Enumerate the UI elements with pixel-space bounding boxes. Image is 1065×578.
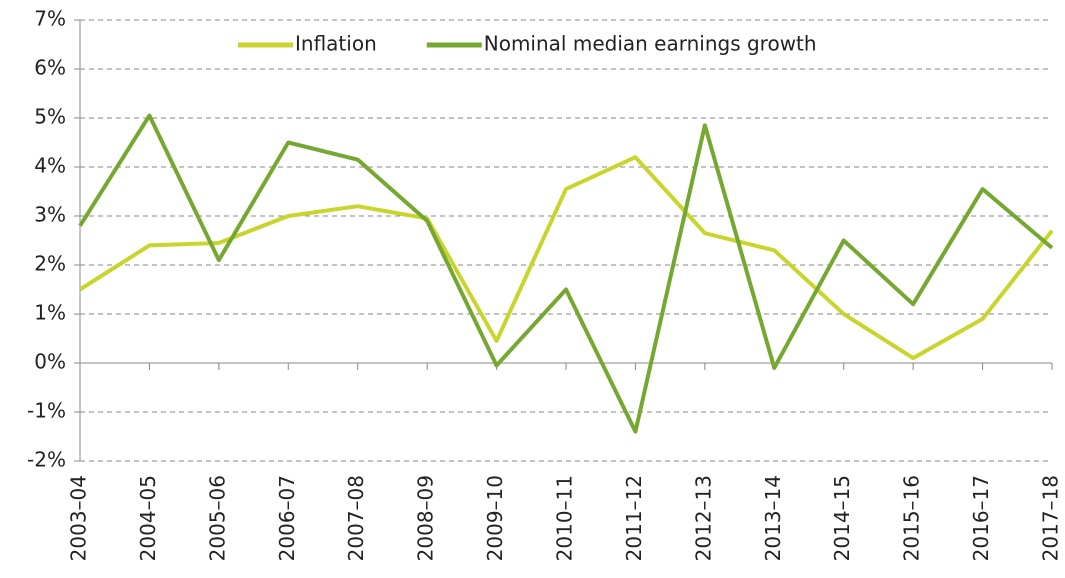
x-tick-label: 2003–04 — [67, 475, 91, 561]
y-tick-label: -2% — [27, 448, 66, 472]
series-line — [78, 113, 1054, 434]
x-tick-label: 2007–08 — [344, 475, 368, 561]
x-tick-label: 2016–17 — [969, 475, 993, 561]
y-tick-label: 0% — [34, 350, 66, 374]
x-tick-label: 2005–06 — [205, 475, 229, 561]
y-tick-label: 4% — [34, 154, 66, 178]
y-tick-label: 3% — [34, 203, 66, 227]
y-tick-label: 2% — [34, 252, 66, 276]
legend-label: Inflation — [295, 32, 377, 56]
x-tick-label: 2008–09 — [414, 475, 438, 561]
x-tick-label: 2006–07 — [275, 475, 299, 561]
x-tick-label: 2014–15 — [830, 475, 854, 561]
x-tick-label: 2011–12 — [622, 475, 646, 561]
y-tick-label: 1% — [34, 301, 66, 325]
y-tick-label: -1% — [27, 399, 66, 423]
x-tick-label: 2004–05 — [136, 475, 160, 561]
x-tick-label: 2012–13 — [691, 475, 715, 561]
x-tick-label: 2009–10 — [483, 475, 507, 561]
x-tick-label: 2013–14 — [761, 475, 785, 561]
y-tick-label: 5% — [34, 105, 66, 129]
y-tick-label: 7% — [34, 7, 66, 31]
series-line — [78, 155, 1054, 361]
x-tick-label: 2010–11 — [553, 475, 577, 561]
legend-label: Nominal median earnings growth — [484, 32, 817, 56]
y-tick-label: 6% — [34, 56, 66, 80]
x-tick-label: 2017–18 — [1039, 475, 1063, 561]
x-tick-label: 2015–16 — [900, 475, 924, 561]
